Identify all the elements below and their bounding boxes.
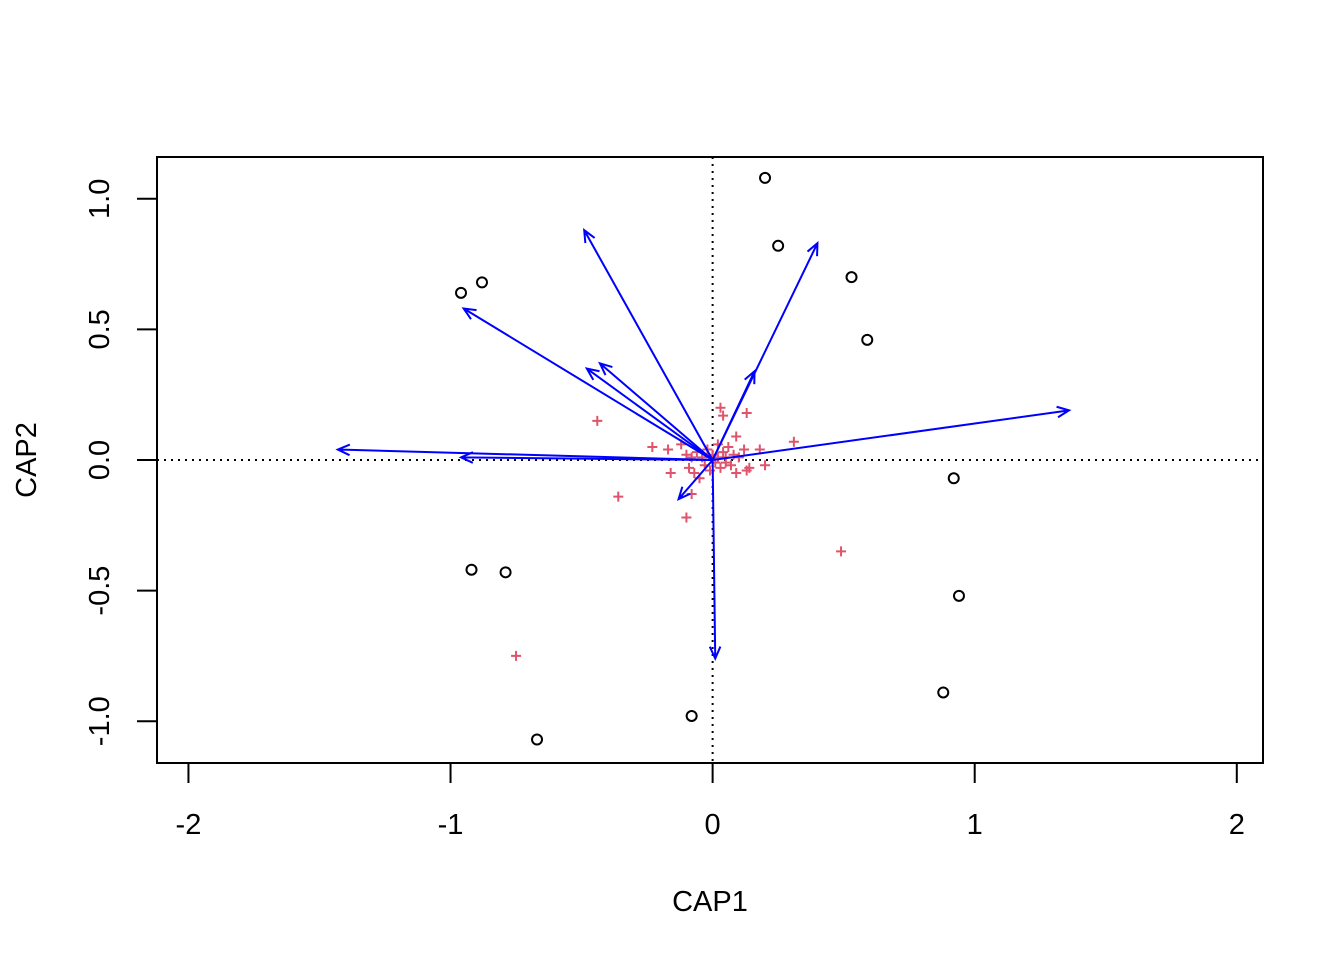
species-point (731, 468, 742, 479)
biplot-arrow (712, 405, 1072, 461)
biplot-arrow (711, 368, 756, 461)
biplot-arrows (335, 227, 1072, 661)
species-point (725, 460, 736, 471)
site-point (455, 286, 468, 299)
biplot-arrow (584, 367, 714, 461)
y-tick-label: 0.0 (84, 440, 116, 480)
species-point (715, 402, 726, 413)
species-point (681, 512, 692, 523)
x-tick-label: 2 (1229, 809, 1245, 841)
species-point (613, 491, 624, 502)
site-point (845, 271, 858, 284)
biplot-arrow (708, 459, 722, 661)
biplot-arrow (598, 361, 714, 461)
y-axis-title: CAP2 (11, 422, 43, 498)
species-point (665, 468, 676, 479)
species-point (836, 546, 847, 557)
site-point (937, 686, 950, 699)
x-tick-label: -1 (438, 809, 464, 841)
y-tick-label: 1.0 (84, 179, 116, 219)
biplot-arrow (676, 459, 714, 502)
biplot-arrow (458, 451, 713, 464)
species-point (788, 436, 799, 447)
species-point (511, 650, 522, 661)
species-point (723, 441, 734, 452)
species-point (744, 462, 755, 473)
species-point (728, 449, 739, 460)
species-point (741, 407, 752, 418)
y-axis: -1.0 -0.5 0.0 0.5 1.0 (84, 179, 158, 746)
x-axis-title: CAP1 (672, 886, 748, 918)
site-point (772, 239, 785, 252)
y-tick-label: 0.5 (84, 309, 116, 349)
site-point (685, 709, 698, 722)
species-point (731, 431, 742, 442)
species-point (739, 444, 750, 455)
species-point (592, 415, 603, 426)
species-point (718, 410, 729, 421)
x-tick-label: -2 (176, 809, 202, 841)
site-point (499, 566, 512, 579)
site-point (475, 276, 488, 289)
species-point (760, 460, 771, 471)
species-point (647, 441, 658, 452)
species-point (681, 449, 692, 460)
y-tick-label: -0.5 (84, 566, 116, 616)
species-point (684, 462, 695, 473)
x-tick-label: 1 (967, 809, 983, 841)
site-point (759, 171, 772, 184)
site-point (531, 733, 544, 746)
species-point (715, 462, 726, 473)
species-point (663, 444, 674, 455)
y-tick-label: -1.0 (84, 696, 116, 746)
biplot-arrow (335, 443, 713, 461)
species-points (511, 402, 847, 661)
species-point (689, 468, 700, 479)
species-point (718, 447, 729, 458)
site-point (861, 333, 874, 346)
biplot-arrow (583, 227, 714, 461)
x-tick-label: 0 (705, 809, 721, 841)
x-axis: -2 -1 0 1 2 (176, 762, 1245, 841)
site-point (952, 589, 965, 602)
biplot-arrow (461, 307, 714, 461)
site-point (465, 563, 478, 576)
site-points (455, 171, 965, 746)
site-point (947, 472, 960, 485)
